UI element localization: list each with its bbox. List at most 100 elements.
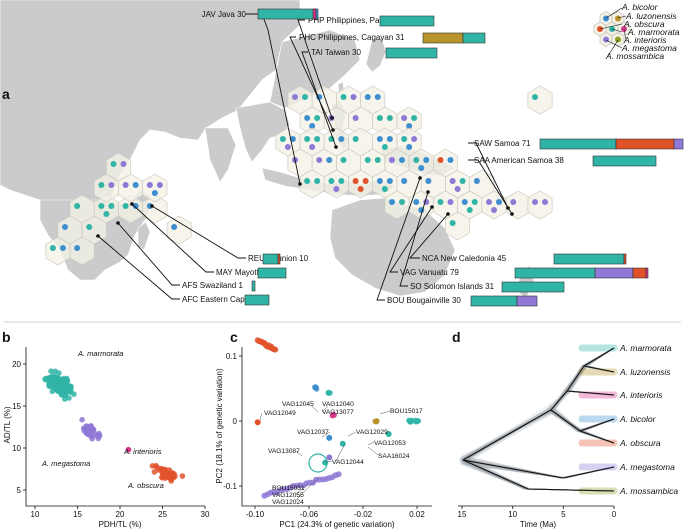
bar-saw bbox=[539, 138, 684, 150]
label-saw: SAW Samoa 71 bbox=[474, 139, 531, 148]
label-so: SO Solomon Islands 31 bbox=[410, 282, 495, 291]
hexagon-dot bbox=[437, 157, 444, 163]
b-point-marmorata bbox=[55, 386, 62, 393]
b-point-obscura bbox=[151, 469, 158, 475]
label-php: PHP Philippines, Pagadian 27 bbox=[308, 16, 415, 25]
leader-reu bbox=[151, 205, 246, 259]
d-species-marmorata: A. marmorata bbox=[619, 343, 672, 353]
hexagon-dot bbox=[495, 199, 502, 205]
b-point-marmorata bbox=[47, 383, 54, 390]
b-point-interioris bbox=[125, 446, 132, 453]
label-phc: PHC Philippines, Cagayan 31 bbox=[299, 33, 405, 42]
d-species-interioris: A. interioris bbox=[619, 390, 663, 400]
b-ytick-15: 15 bbox=[12, 402, 21, 411]
c-label-vag12024: VAG12024 bbox=[272, 499, 304, 506]
legend-obscura: A. obscura bbox=[623, 19, 665, 29]
b-label-marmorata: A. marmorata bbox=[77, 349, 123, 358]
hexagon-dot bbox=[122, 203, 129, 209]
c-point-vag12037 bbox=[326, 434, 333, 441]
hexagon-dot bbox=[357, 186, 364, 192]
hexagon bbox=[445, 211, 470, 241]
b-xtick-25: 25 bbox=[158, 510, 167, 519]
b-label-megastoma: A. megastoma bbox=[41, 459, 90, 468]
b-point-megastoma bbox=[95, 433, 101, 440]
b-point-marmorata bbox=[55, 375, 61, 382]
d-species-luzonensis: A. luzonensis bbox=[619, 367, 671, 377]
hexagon-dot bbox=[425, 178, 432, 184]
panel-b-letter: b bbox=[2, 329, 11, 345]
leader-afc bbox=[97, 235, 180, 300]
hexagon-dot bbox=[74, 245, 81, 251]
hexagon-dot bbox=[302, 94, 308, 100]
c-point-vag12049 bbox=[254, 419, 261, 426]
c-xtick-3: 0.02 bbox=[409, 510, 425, 519]
b-point-obscura bbox=[167, 472, 174, 478]
hexagon bbox=[166, 215, 192, 245]
hexagon-dot bbox=[292, 94, 298, 100]
hexagon-dot bbox=[413, 157, 420, 163]
b-label-obscura: A. obscura bbox=[127, 481, 164, 490]
panel-d-axis bbox=[458, 505, 615, 509]
c-label-vag13077: VAG13077 bbox=[322, 409, 354, 416]
hexagon-dot bbox=[532, 94, 538, 100]
bar-phc bbox=[422, 32, 486, 44]
hexagon-dot bbox=[454, 186, 461, 192]
leader-saw bbox=[468, 142, 509, 209]
leader-may bbox=[131, 203, 214, 273]
b-xtick-10: 10 bbox=[31, 510, 40, 519]
hexagon-dot bbox=[304, 136, 311, 142]
b-ylabel: AD/TL (%) bbox=[3, 406, 12, 443]
leader-afs bbox=[117, 222, 180, 286]
b-point-marmorata bbox=[64, 377, 70, 383]
hexagon-dot bbox=[386, 136, 393, 142]
leader-so bbox=[399, 191, 429, 287]
label-nca: NCA New Caledonia 45 bbox=[422, 254, 507, 263]
d-xlabel: Time (Ma) bbox=[520, 520, 556, 529]
c-highlight-ring bbox=[308, 453, 328, 473]
hexagon-dot bbox=[110, 161, 117, 167]
hexagon-dot bbox=[376, 178, 383, 184]
panel-d: d 15 10 5 0 Time (Ma) A. marmorata A. bbox=[452, 329, 678, 529]
hexagon-dot bbox=[304, 178, 311, 184]
c-label-vag12037: VAG12037 bbox=[297, 429, 329, 436]
b-point-marmorata bbox=[62, 396, 68, 402]
hexagon-dot bbox=[413, 199, 420, 205]
hexagon-dot bbox=[132, 203, 139, 209]
label-afs: AFS Swaziland 1 bbox=[182, 281, 243, 290]
c-point-obscura bbox=[272, 346, 279, 353]
hexagon-dot bbox=[374, 94, 381, 100]
c-point-marmorata bbox=[407, 419, 414, 425]
c-label-vag12049: VAG12049 bbox=[264, 410, 296, 417]
hexagon-dot bbox=[411, 136, 418, 142]
b-point-obscura bbox=[149, 463, 156, 469]
southeast-asia-land bbox=[235, 101, 291, 163]
hexagon-dot bbox=[328, 178, 335, 184]
bar-may bbox=[257, 267, 287, 279]
b-point-marmorata bbox=[62, 390, 68, 397]
hexagon-dot bbox=[364, 94, 371, 100]
c-label-bou15031: BOU15031 bbox=[272, 485, 305, 492]
hexagon-dot bbox=[386, 178, 393, 184]
label-may: MAY Mayotte 18 bbox=[216, 268, 275, 277]
c-point-vag12053 bbox=[385, 431, 392, 437]
b-ytick-10: 10 bbox=[12, 444, 21, 453]
bar-so bbox=[501, 281, 565, 293]
d-species-obscura: A. obscura bbox=[619, 438, 661, 448]
label-jav: JAV Java 30 bbox=[202, 10, 247, 19]
hexagon-grid bbox=[45, 85, 553, 266]
b-point-marmorata bbox=[61, 385, 67, 392]
hexagon-dot bbox=[466, 207, 473, 213]
hexagon-dot bbox=[171, 224, 178, 230]
c-label-vag12029: VAG12029 bbox=[356, 429, 388, 436]
species-legend: A. bicolor A. luzonensis A. obscura A. m… bbox=[593, 2, 680, 61]
c-xtick-1: -0.06 bbox=[300, 510, 319, 519]
bar-nca bbox=[553, 253, 627, 265]
leader-php bbox=[297, 19, 333, 119]
hexagon-dot bbox=[447, 157, 454, 163]
d-xtick-15: 15 bbox=[458, 510, 467, 519]
hexagon-dot bbox=[423, 157, 430, 163]
bar-afs bbox=[251, 280, 256, 292]
legend-megastoma: A. megastoma bbox=[621, 43, 677, 53]
legend-dot-megastoma bbox=[603, 36, 609, 43]
